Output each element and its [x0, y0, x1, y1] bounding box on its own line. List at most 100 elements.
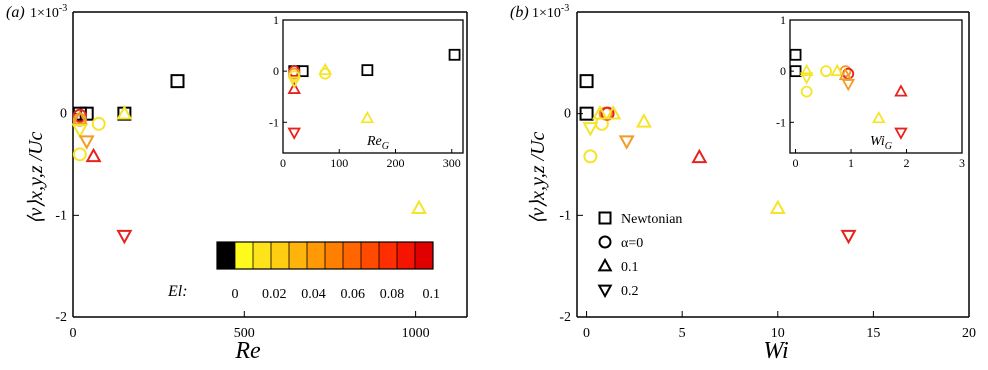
panel-b-triangle-down-point: [840, 229, 857, 245]
panel-a-xtick-label: 500: [234, 326, 255, 341]
panel-b-circle-point: [583, 149, 598, 164]
panel-a-triangle-up-point: [116, 104, 133, 120]
panel-a-circle-point: [91, 116, 106, 131]
legend-label: 0.1: [621, 260, 639, 275]
colorbar-cell: [415, 242, 434, 269]
colorbar-tick-label: 0: [232, 287, 239, 302]
colorbar-tick-label: 0.08: [380, 287, 405, 302]
colorbar-cell: [253, 242, 272, 269]
legend-item: α=0: [598, 235, 643, 251]
panel-b-inset-ytick-label: -1: [776, 115, 786, 129]
panel-b-triangle-up-point: [769, 199, 786, 215]
panel-a-xtick-label: 1000: [402, 326, 430, 341]
panel-a-inset-xtick-label: 300: [443, 156, 461, 170]
panel-b-inset-xtick-label: 1: [848, 156, 854, 170]
colorbar-frame: [216, 241, 434, 270]
panel-a-inset-xtick-label: 100: [330, 156, 348, 170]
colorbar-cell: [271, 242, 290, 269]
panel-a-triangle-up-point: [71, 110, 88, 125]
panel-a-inset-ytick-label: 1: [273, 13, 279, 27]
panel-a-triangle-down-point: [78, 135, 95, 150]
panel-b-inset-xtick-label: 3: [959, 156, 965, 170]
svg-text:⟨v⟩x,y,z /Uc: ⟨v⟩x,y,z /Uc: [25, 131, 47, 224]
legend-item: 0.2: [597, 284, 639, 299]
panel-a-inset-triangle-up-point: [360, 110, 375, 124]
panel-a-ytick-label: -1: [55, 208, 67, 223]
panel-b-circle-point: [600, 106, 615, 121]
colorbar-cell: [217, 242, 236, 269]
panel-b-inset-triangle-up-point: [894, 84, 908, 97]
panel-a-label: (a): [6, 4, 25, 21]
panel-b-inset-square-point: [789, 48, 802, 61]
panel-a-x-axis-label: Re: [234, 338, 261, 364]
panel-b-inset-triangle-down-point: [894, 127, 908, 140]
colorbar-tick-label: 0.06: [340, 287, 365, 302]
panel-a-inset-frame: [282, 19, 464, 154]
panel-a-y-axis-label: ⟨v⟩x,y,z /Uc: [25, 131, 47, 224]
panel-a-xtick-label: 0: [70, 326, 77, 341]
panel-b-ytick-label: 0: [564, 107, 571, 122]
panel-b-square-point: [579, 74, 594, 89]
colorbar-cell: [289, 242, 308, 269]
panel-b-xtick-label: 5: [679, 326, 686, 341]
colorbar-tick-label: 0.04: [301, 287, 326, 302]
panel-a-inset-square-point: [361, 64, 374, 77]
legend-triangle-up-icon: [597, 257, 613, 272]
panel-a-inset-square-point: [296, 65, 309, 78]
colorbar-cell: [235, 242, 254, 269]
legend-label: Newtonian: [621, 212, 682, 227]
colorbar-cell: [325, 242, 344, 269]
panel-a-ytick-label: -2: [55, 310, 67, 325]
panel-b-triangle-up-point: [605, 104, 622, 120]
panel-a-inset-triangle-up-point: [318, 62, 332, 76]
legend-item: Newtonian: [598, 211, 682, 227]
panel-b-inset-frame: [789, 19, 963, 154]
panel-b-inset-circle-point: [820, 65, 832, 78]
panel-b-ytick-label: -1: [559, 208, 571, 223]
panel-b-x-axis-label: Wi: [763, 338, 788, 364]
panel-a-inset-xtick-label: 200: [387, 156, 405, 170]
panel-b-inset-ytick-label: 1: [780, 13, 786, 27]
panel-a-inset-square-point: [448, 48, 461, 61]
panel-b-inset-triangle-up-point: [799, 63, 814, 77]
panel-a-triangle-up-point: [411, 199, 428, 215]
panel-b-triangle-up-point: [691, 148, 708, 164]
panel-b-y-axis-label: ⟨v⟩x,y,z /Uc: [527, 131, 549, 224]
legend-item: 0.1: [597, 257, 639, 275]
colorbar-tick-label: 0.02: [262, 287, 287, 302]
panel-a-inset-ytick-label: -1: [269, 115, 279, 129]
panel-b-triangle-down-point: [618, 135, 635, 150]
panel-a: (a) 1×10-3 ⟨v⟩x,y,z /Uc Re 0 500 1000-2-10…: [6, 3, 468, 364]
panel-b-inset-ytick-label: 0: [780, 64, 786, 78]
panel-b-label: (b): [510, 4, 529, 21]
panel-a-circle-point: [72, 108, 87, 123]
colorbar-cell: [379, 242, 398, 269]
panel-a-inset-xtick-label: 0: [280, 156, 286, 170]
colorbar-tick-label: 0.1: [422, 287, 440, 302]
colorbar-cell: [307, 242, 326, 269]
panel-b-y-multiplier: 1×10-3: [532, 3, 569, 21]
panel-a-y-multiplier: 1×10-3: [30, 3, 67, 21]
legend-circle-icon: [598, 235, 612, 249]
panel-b-inset-triangle-up-point: [830, 63, 844, 77]
panel-a-inset: 0 100 200 300 -1 0 1 ReG: [269, 13, 464, 170]
panel-a-inset-triangle-down-point: [287, 76, 302, 89]
panel-a-circle-point: [72, 147, 87, 162]
svg-text:⟨v⟩x,y,z /Uc: ⟨v⟩x,y,z /Uc: [527, 131, 549, 224]
panel-b: (b) 1×10-3 ⟨v⟩x,y,z /Uc Wi 0 5 10 15 20-2-10…: [510, 3, 976, 364]
panel-b-inset-triangle-up-point: [871, 110, 886, 124]
panel-a-square-point: [170, 74, 185, 89]
panel-a-inset-ytick-label: 0: [273, 64, 279, 78]
panel-b-triangle-up-point: [635, 113, 652, 128]
panel-b-inset-triangle-down-point: [841, 79, 856, 92]
panel-a-inset-circle-point: [288, 70, 301, 83]
panel-b-xtick-label: 15: [866, 326, 880, 341]
panel-a-inset-x-axis-label: ReG: [366, 134, 389, 152]
panel-b-inset-x-axis-label: WiG: [870, 134, 892, 152]
panel-b-inset: 0 1 2 3 -1 0 1 WiG: [776, 13, 965, 170]
panel-b-ytick-label: -2: [559, 310, 571, 325]
legend-triangle-down-icon: [597, 284, 613, 299]
panel-b-xtick-label: 10: [771, 326, 785, 341]
panel-a-ytick-label: 0: [60, 107, 67, 122]
panel-b-xtick-label: 0: [583, 326, 590, 341]
